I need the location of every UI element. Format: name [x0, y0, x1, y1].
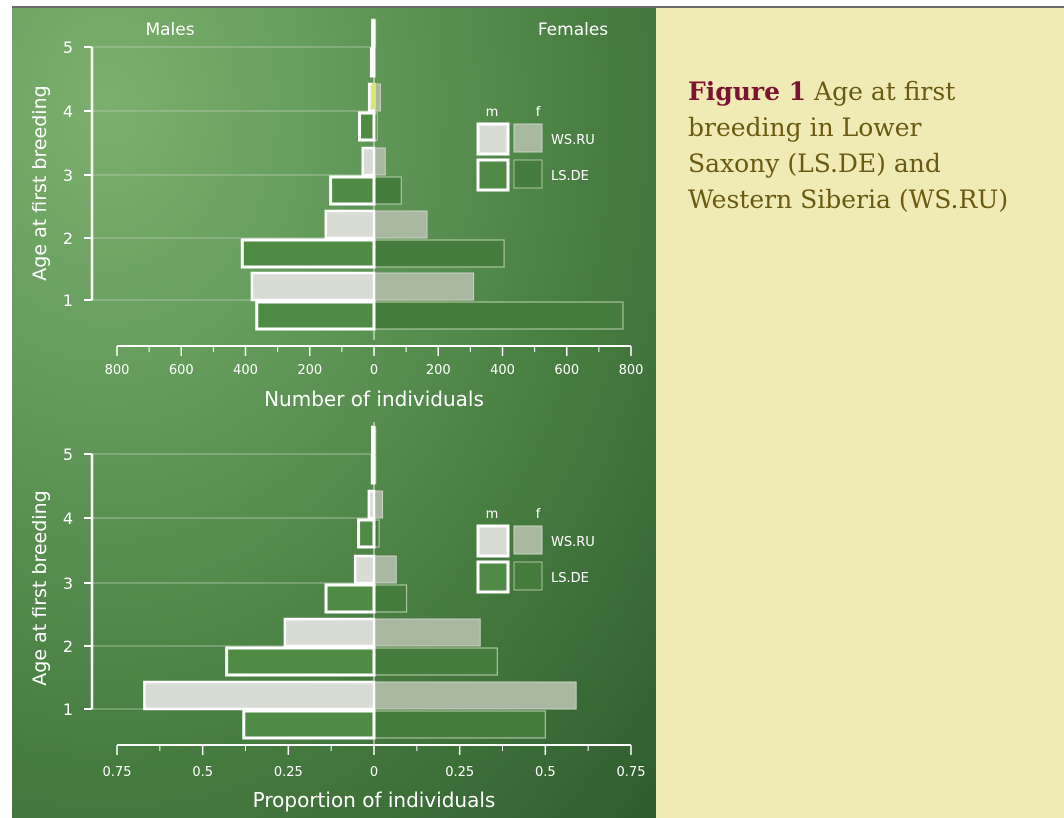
- chart1-bar-ls-female: [373, 176, 402, 205]
- chart2-bar-ws-female: [373, 555, 397, 584]
- chart1-x-tick-label: 0: [370, 363, 378, 378]
- chart2-bar-ls-male: [225, 646, 376, 677]
- chart1-x-tick-label: 800: [105, 363, 130, 378]
- chart2-bar-ws-male: [353, 554, 376, 585]
- females-header: Females: [538, 20, 608, 40]
- chart2-x-axis-title: Proportion of individuals: [253, 788, 496, 812]
- chart2-y-tick-label: 5: [63, 445, 73, 464]
- chart1-x-tick-label: 800: [619, 363, 644, 378]
- chart1-y-tick-label: 1: [63, 291, 73, 310]
- chart2-x-tick-label: 0: [370, 765, 378, 780]
- chart1-bar-ls-female: [373, 239, 505, 268]
- chart1-bar-ws-female: [373, 210, 428, 239]
- chart1-highlight-mark: [372, 83, 376, 109]
- chart2-bar-ls-female: [373, 710, 546, 739]
- chart1-legend-header-f: f: [536, 105, 541, 120]
- chart2-bar-ls-female: [373, 647, 498, 676]
- caption-panel: Figure 1 Age at first breeding in Lower …: [656, 8, 1064, 818]
- chart2-x-tick-label: 0.5: [192, 765, 213, 780]
- chart2-bar-ls-male: [357, 518, 376, 549]
- chart1-bar-ls-male: [329, 175, 376, 206]
- chart1-x-tick-label: 400: [233, 363, 258, 378]
- chart1-bar-ws-male: [361, 146, 376, 177]
- chart1-bar-ws-male: [250, 271, 376, 302]
- chart2-x-tick-label: 0.75: [103, 765, 132, 780]
- chart1-y-tick-label: 5: [63, 38, 73, 57]
- figure-caption: Figure 1 Age at first breeding in Lower …: [688, 74, 1018, 218]
- chart1-bar-ls-male: [240, 238, 376, 269]
- chart-panel: Males Females 1 2 3 4 5 Age at first breeding 80…: [12, 8, 656, 818]
- chart2-bar-ws-male: [371, 425, 376, 456]
- chart2-bar-ws-female: [373, 618, 481, 647]
- chart1-x-axis-title: Number of individuals: [264, 387, 484, 411]
- chart2-bar-ws-female: [373, 681, 577, 710]
- top-border: [12, 6, 1064, 8]
- chart1-bar-ws-female: [373, 272, 475, 301]
- chart1-bar-ws-male: [324, 209, 376, 240]
- chart1-bar-ws-female: [373, 147, 386, 176]
- chart2-legend-swatch-lsde-m: [476, 560, 510, 594]
- chart1-x-tick-label: 600: [554, 363, 579, 378]
- chart2-legend-swatch-lsde-f: [513, 561, 543, 591]
- chart1-bar-ls-male: [255, 300, 376, 331]
- chart2-y-tick-label: 3: [63, 574, 73, 593]
- chart2-bar-ws-male: [367, 489, 376, 520]
- chart1-y-tick-label: 2: [63, 229, 73, 248]
- chart1-x-tick-label: 600: [169, 363, 194, 378]
- chart2-bar-ls-male: [370, 454, 376, 485]
- males-header: Males: [145, 20, 194, 40]
- chart1-x-tick-label: 200: [297, 363, 322, 378]
- chart2-bar-ls-female: [373, 584, 408, 613]
- chart1-legend-label: LS.DE: [551, 169, 589, 184]
- chart1-legend-header-m: m: [486, 105, 499, 120]
- chart1-bar-ls-female: [373, 301, 624, 330]
- chart2-x-tick-label: 0.25: [445, 765, 474, 780]
- chart2-bar-ws-male: [283, 617, 376, 648]
- chart1-x-tick-label: 200: [426, 363, 451, 378]
- chart2-bar-ws-male: [143, 680, 376, 711]
- chart1-bar-ws-male: [371, 18, 376, 49]
- chart2-bar-ls-male: [242, 709, 376, 740]
- chart2-y-tick-label: 1: [63, 700, 73, 719]
- chart2-x-tick-label: 0.5: [535, 765, 556, 780]
- chart1-legend-swatch-lsde-f: [513, 159, 543, 189]
- chart2-y-tick-label: 4: [63, 509, 73, 528]
- chart2-legend-header-f: f: [536, 507, 541, 522]
- figure-caption-text: Age at first breeding in Lower Saxony (L…: [688, 77, 1009, 214]
- chart1-bar-ls-male: [369, 47, 376, 78]
- chart2-legend-label: LS.DE: [551, 571, 589, 586]
- chart1-legend-swatch-lsde-m: [476, 158, 510, 192]
- chart1-y-tick-label: 3: [63, 166, 73, 185]
- chart2-bar-ls-male: [324, 583, 376, 614]
- chart1-legend-label: WS.RU: [551, 133, 595, 148]
- chart2-bar-ws-female: [373, 490, 384, 519]
- chart1-y-tick-label: 4: [63, 102, 73, 121]
- chart1-legend-swatch-wsru-m: [476, 122, 510, 156]
- chart2-legend-header-m: m: [486, 507, 499, 522]
- chart2-x-tick-label: 0.25: [274, 765, 303, 780]
- chart2-y-tick-label: 2: [63, 637, 73, 656]
- chart2-legend-swatch-wsru-f: [513, 525, 543, 555]
- chart2-legend-swatch-wsru-m: [476, 524, 510, 558]
- chart1-x-tick-label: 400: [490, 363, 515, 378]
- chart2-x-tick-label: 0.75: [617, 765, 646, 780]
- chart2-legend-label: WS.RU: [551, 535, 595, 550]
- chart2-y-axis-title: Age at first breeding: [29, 490, 51, 685]
- chart1-y-axis-title: Age at first breeding: [29, 85, 51, 280]
- chart1-bar-ls-male: [358, 111, 376, 142]
- chart1-legend-swatch-wsru-f: [513, 123, 543, 153]
- pyramid-charts: Males Females 1 2 3 4 5 Age at first breeding 80…: [29, 18, 646, 812]
- figure-label: Figure 1: [688, 77, 807, 106]
